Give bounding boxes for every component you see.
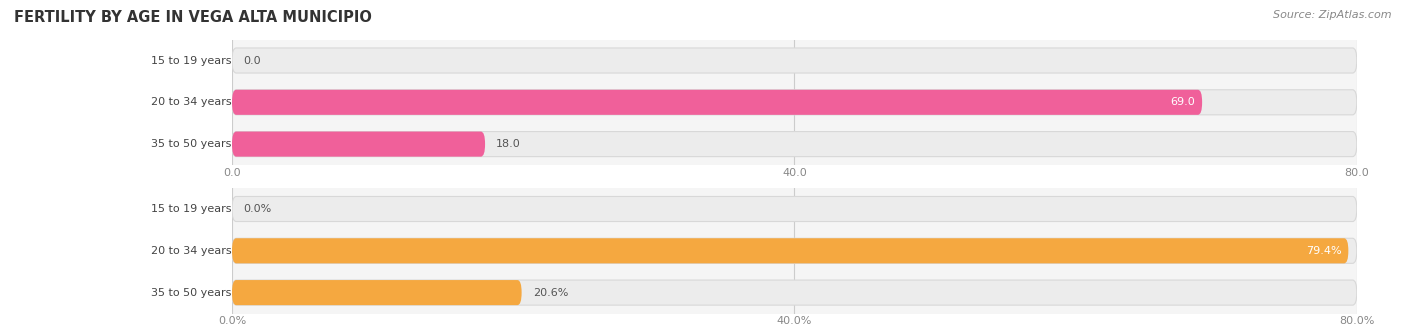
Text: 69.0: 69.0 [1170, 97, 1195, 107]
Text: 18.0: 18.0 [496, 139, 522, 149]
Text: 35 to 50 years: 35 to 50 years [152, 139, 232, 149]
Text: 20 to 34 years: 20 to 34 years [152, 97, 232, 107]
FancyBboxPatch shape [232, 132, 485, 157]
FancyBboxPatch shape [232, 238, 1348, 263]
Text: Source: ZipAtlas.com: Source: ZipAtlas.com [1274, 10, 1392, 20]
FancyBboxPatch shape [232, 48, 1357, 73]
FancyBboxPatch shape [232, 280, 1357, 305]
Text: 15 to 19 years: 15 to 19 years [152, 55, 232, 65]
Text: 35 to 50 years: 35 to 50 years [152, 288, 232, 298]
Text: 15 to 19 years: 15 to 19 years [152, 204, 232, 214]
FancyBboxPatch shape [232, 196, 1357, 221]
Text: 20.6%: 20.6% [533, 288, 568, 298]
FancyBboxPatch shape [232, 280, 522, 305]
Text: 79.4%: 79.4% [1306, 246, 1341, 256]
Text: 0.0%: 0.0% [243, 204, 271, 214]
FancyBboxPatch shape [232, 90, 1357, 115]
Text: FERTILITY BY AGE IN VEGA ALTA MUNICIPIO: FERTILITY BY AGE IN VEGA ALTA MUNICIPIO [14, 10, 373, 25]
FancyBboxPatch shape [232, 238, 1357, 263]
Text: 0.0: 0.0 [243, 55, 262, 65]
Text: 20 to 34 years: 20 to 34 years [152, 246, 232, 256]
FancyBboxPatch shape [232, 90, 1202, 115]
FancyBboxPatch shape [232, 132, 1357, 157]
